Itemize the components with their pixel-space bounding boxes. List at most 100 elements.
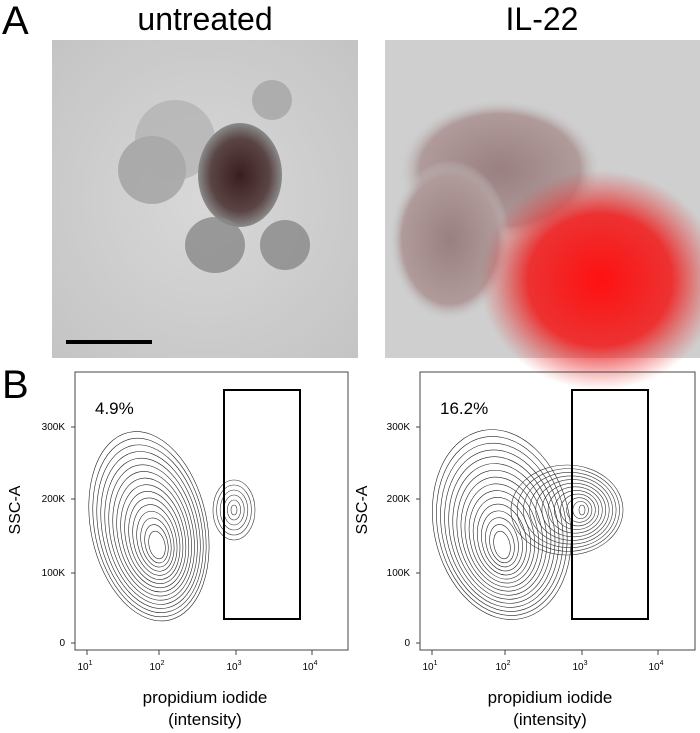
contour (120, 484, 187, 589)
tick-base: 10 (648, 662, 660, 673)
y-tick-label: 0 (59, 638, 65, 649)
contour (216, 484, 252, 536)
contour (566, 497, 593, 523)
image-title: untreated (137, 1, 272, 37)
contour (219, 489, 249, 531)
y-tick-label: 0 (404, 638, 410, 649)
contour (124, 491, 184, 584)
contour (136, 510, 175, 572)
contour (128, 497, 181, 580)
contour (92, 437, 207, 618)
contour (96, 444, 204, 613)
contour (444, 449, 560, 608)
contour (104, 457, 198, 605)
x-axis-label: (intensity) (513, 710, 587, 729)
contour (230, 504, 238, 516)
contour (227, 499, 241, 521)
contour (493, 530, 511, 560)
contour (541, 482, 607, 538)
tick-base: 10 (149, 662, 161, 673)
contour (547, 486, 603, 534)
contour (108, 464, 195, 601)
contour (472, 497, 531, 580)
y-axis-label: SSC-A (7, 485, 24, 534)
contour (464, 483, 540, 588)
contour (132, 504, 178, 576)
gate (223, 389, 301, 620)
x-axis-label: propidium iodide (488, 688, 613, 707)
contour (578, 504, 586, 516)
x-tick-label: 101 (77, 660, 92, 673)
contour (572, 501, 589, 519)
contour (432, 429, 572, 620)
tick-base: 10 (495, 662, 507, 673)
contour (116, 477, 189, 593)
contour (452, 463, 552, 600)
y-tick-label: 200K (42, 494, 66, 505)
tick-exponent: 3 (238, 660, 242, 667)
x-tick-label: 102 (149, 660, 164, 673)
x-tick-label: 104 (302, 660, 317, 673)
contour (440, 442, 564, 612)
contour (516, 468, 620, 552)
plot-frame (74, 371, 349, 651)
gate-percent: 16.2% (440, 399, 488, 418)
panel-label: B (2, 363, 29, 407)
contour (140, 517, 172, 568)
contour (212, 479, 256, 541)
contour (148, 530, 166, 560)
contour (477, 503, 527, 576)
contour (468, 490, 535, 584)
y-tick-label: 100K (42, 568, 66, 579)
y-tick-label: 100K (387, 568, 411, 579)
x-axis-label: propidium iodide (143, 688, 268, 707)
tick-exponent: 1 (434, 660, 438, 667)
contour (489, 524, 515, 564)
tick-exponent: 2 (161, 660, 165, 667)
contour (485, 517, 519, 568)
panel-label: A (2, 0, 29, 43)
contour (523, 471, 617, 549)
tick-exponent: 2 (507, 660, 511, 667)
x-tick-label: 102 (495, 660, 510, 673)
tick-base: 10 (422, 662, 434, 673)
x-axis-label: (intensity) (168, 710, 242, 729)
x-tick-label: 103 (226, 660, 241, 673)
gate (571, 389, 649, 620)
contour (560, 493, 596, 527)
micrograph-untreated (52, 40, 358, 358)
contour (436, 436, 568, 616)
y-tick-label: 300K (387, 422, 411, 433)
gate-percent: 4.9% (95, 399, 134, 418)
contour (481, 510, 523, 572)
tick-exponent: 4 (314, 660, 318, 667)
tick-exponent: 3 (584, 660, 588, 667)
contour (100, 451, 201, 609)
y-tick-label: 300K (42, 422, 66, 433)
x-tick-label: 101 (422, 660, 437, 673)
tick-base: 10 (226, 662, 238, 673)
tick-exponent: 1 (89, 660, 93, 667)
contour (448, 456, 556, 604)
x-tick-label: 104 (648, 660, 663, 673)
tick-base: 10 (302, 662, 314, 673)
tick-base: 10 (77, 662, 89, 673)
tick-base: 10 (572, 662, 584, 673)
y-axis-label: SSC-A (354, 485, 371, 534)
contour (112, 471, 192, 597)
contour (553, 490, 600, 530)
plot-frame (419, 371, 696, 651)
contour (144, 524, 169, 564)
contour (88, 431, 210, 622)
tick-exponent: 4 (660, 660, 664, 667)
image-title: IL-22 (506, 1, 579, 37)
x-tick-label: 103 (572, 660, 587, 673)
contour (456, 469, 548, 596)
contour (510, 464, 624, 556)
contour (223, 494, 245, 526)
y-tick-label: 200K (387, 494, 411, 505)
contour (460, 476, 544, 592)
